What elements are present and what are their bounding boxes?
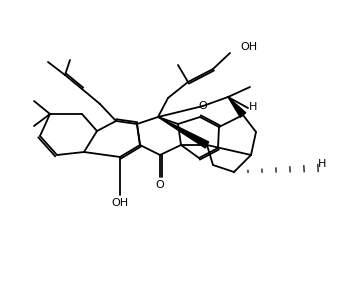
Text: OH: OH: [240, 42, 257, 52]
Text: O: O: [199, 101, 207, 111]
Text: H: H: [249, 102, 257, 112]
Polygon shape: [158, 117, 209, 148]
Text: O: O: [156, 180, 164, 190]
Polygon shape: [228, 97, 246, 117]
Text: OH: OH: [111, 198, 129, 208]
Text: H: H: [318, 159, 326, 169]
